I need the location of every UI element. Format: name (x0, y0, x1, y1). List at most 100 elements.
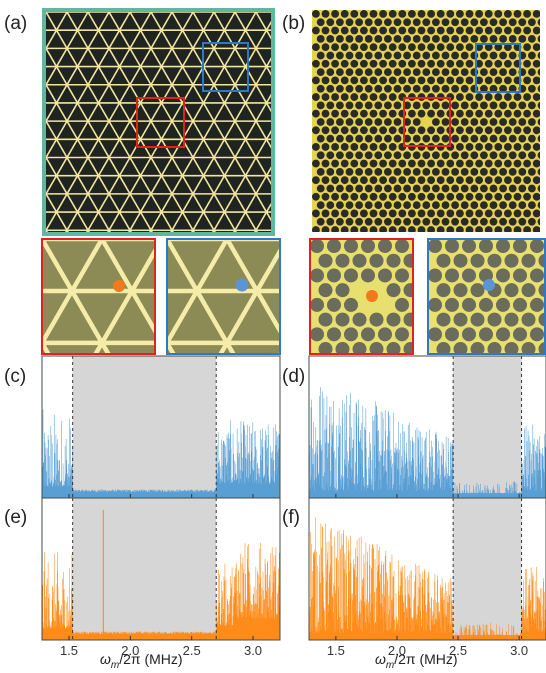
lattice-hole (489, 167, 498, 176)
lattice-hole (350, 43, 359, 52)
lattice-hole (360, 109, 368, 118)
lattice-hole (326, 51, 335, 60)
lattice-hole (393, 118, 402, 126)
lattice-hole (412, 271, 413, 280)
lattice-hole (518, 118, 527, 126)
lattice-hole (331, 226, 339, 232)
lattice-hole (523, 10, 531, 18)
lattice-hole (350, 26, 359, 35)
lattice-hole (326, 167, 335, 176)
lattice-hole (489, 151, 498, 160)
lattice-hole (479, 327, 493, 342)
lattice-hole (542, 43, 546, 51)
lattice-hole (393, 184, 402, 193)
lattice-hole (360, 226, 368, 232)
lattice-hole (499, 167, 507, 176)
lattice-hole (489, 217, 498, 226)
lattice-hole (378, 268, 392, 283)
lattice-hole (432, 217, 440, 226)
lattice-hole (513, 159, 522, 168)
lattice-hole (350, 59, 359, 68)
lattice-hole (364, 18, 373, 27)
lattice-hole (393, 68, 402, 76)
lattice-hole (403, 283, 413, 298)
lattice-hole (453, 312, 468, 327)
lattice-hole (398, 10, 407, 18)
lattice-hole (537, 151, 540, 159)
lattice-hole (374, 201, 383, 210)
lattice-hole (340, 176, 349, 185)
lattice-hole (537, 35, 540, 43)
lattice-hole (393, 167, 402, 176)
lattice-hole (513, 126, 522, 135)
lattice-hole (316, 34, 325, 43)
lattice-hole (532, 209, 540, 218)
lattice-hole (369, 226, 378, 232)
lattice-hole (331, 10, 339, 18)
lattice-hole (446, 59, 455, 68)
lattice-hole (336, 184, 344, 193)
lattice-hole (360, 126, 368, 135)
lattice-hole (364, 68, 373, 76)
zoom-a-bulk (166, 238, 281, 355)
lattice-hole (470, 217, 479, 226)
lattice-hole (480, 34, 488, 43)
lattice-hole (508, 118, 517, 126)
lattice-hole (379, 176, 387, 185)
lattice-hole (523, 59, 531, 68)
lattice-hole (398, 59, 407, 68)
lattice-hole (412, 118, 421, 126)
lattice-hole (340, 159, 349, 168)
lattice-hole (427, 26, 435, 35)
lattice-hole (436, 76, 445, 85)
lattice-hole (445, 297, 459, 312)
lattice-hole (504, 59, 512, 68)
lattice-hole (352, 312, 367, 327)
lattice-hole (513, 143, 522, 151)
lattice-line (255, 12, 271, 40)
x-tick-label: 2.0 (388, 643, 406, 658)
lattice-hole (398, 176, 407, 185)
lattice-hole (532, 176, 540, 185)
lattice-hole (331, 143, 339, 151)
lattice-hole (395, 357, 409, 371)
lattice-hole (480, 51, 488, 60)
lattice-hole (360, 59, 368, 68)
lattice-hole (408, 43, 416, 52)
lattice-hole (364, 51, 373, 60)
lattice-hole (494, 159, 503, 168)
lattice-hole (499, 101, 507, 110)
lattice-hole (417, 76, 426, 85)
lattice-hole (475, 176, 483, 185)
lattice-hole (331, 26, 339, 35)
lattice-hole (460, 18, 469, 27)
lattice-hole (484, 59, 493, 68)
lattice-hole (446, 159, 455, 168)
lattice-hole (417, 126, 426, 135)
lattice-hole (508, 134, 517, 143)
lattice-hole (355, 201, 363, 210)
lattice-hole (312, 59, 320, 68)
spectra-plots: 1.5 2.0 2.5 3.0 1.5 2.0 2.5 3.0 (41, 355, 546, 658)
lattice-hole (318, 312, 333, 327)
lattice-hole (518, 34, 527, 43)
lattice-hole (326, 18, 335, 27)
lattice-hole (310, 268, 324, 283)
lattice-line (129, 12, 258, 232)
lattice-hole (422, 101, 431, 110)
lattice-hole (456, 126, 464, 135)
lattice-hole (364, 201, 373, 210)
lattice-hole (446, 192, 455, 201)
omega-subscript: m (385, 659, 395, 671)
lattice-hole (355, 84, 363, 93)
lattice-hole (379, 126, 387, 135)
lattice-hole (427, 43, 435, 52)
lattice-hole (489, 84, 498, 93)
lattice-hole (465, 93, 474, 101)
lattice-hole (384, 134, 392, 143)
lattice-hole (331, 209, 339, 218)
lattice-hole (412, 201, 421, 210)
lattice-hole (532, 159, 540, 168)
lattice-hole (327, 327, 341, 342)
lattice-hole (345, 34, 354, 43)
